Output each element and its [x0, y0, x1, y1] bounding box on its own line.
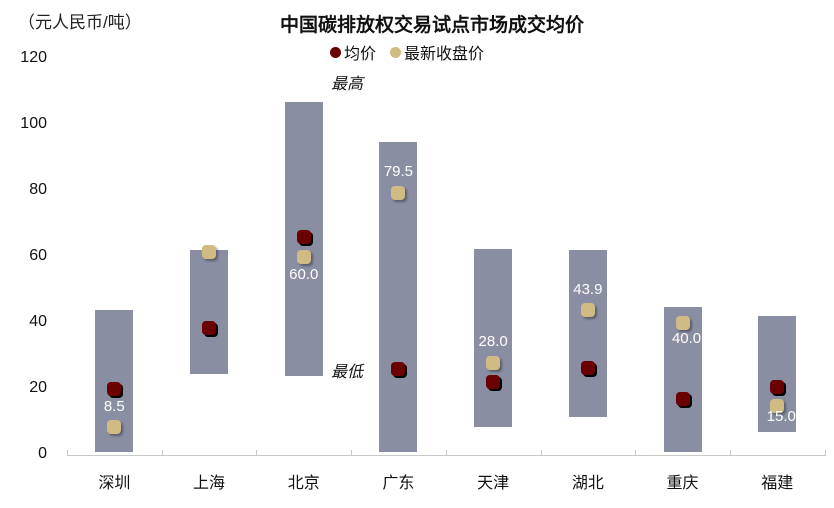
x-tick-mark	[635, 450, 637, 456]
x-tick-mark	[161, 450, 163, 456]
x-tick-mark	[445, 450, 447, 456]
x-tick-label: 福建	[761, 475, 794, 492]
legend: 均价 最新收盘价	[330, 40, 484, 64]
close-price-marker	[580, 303, 595, 318]
close-price-data-label: 43.9	[573, 281, 603, 298]
close-price-data-label: 8.5	[103, 398, 125, 415]
x-tick-label: 广东	[382, 475, 415, 492]
close-price-data-label: 79.5	[383, 163, 414, 180]
close-price-marker	[486, 355, 501, 370]
close-price-marker	[675, 316, 690, 330]
y-axis-unit: （元人民币/吨）	[18, 13, 142, 32]
x-tick-label: 深圳	[98, 475, 131, 492]
y-tick-label: 120	[20, 49, 47, 66]
close-price-marker	[770, 398, 785, 413]
avg-price-marker	[296, 230, 311, 245]
y-tick-label: 0	[38, 445, 47, 462]
range-bar	[663, 306, 702, 452]
legend-label-close: 最新收盘价	[404, 46, 485, 63]
avg-price-marker	[580, 360, 595, 375]
close-price-marker	[391, 185, 406, 200]
y-tick-label: 20	[29, 379, 47, 396]
x-tick-label: 北京	[287, 475, 320, 492]
x-tick-label: 天津	[477, 475, 510, 492]
range-bar	[758, 316, 797, 432]
annotation-low: 最低	[331, 364, 364, 381]
avg-marker-icon	[330, 46, 341, 58]
legend-item-avg: 均价	[330, 40, 376, 64]
close-price-marker	[107, 419, 122, 434]
y-tick-label: 100	[20, 115, 47, 132]
legend-label-avg: 均价	[344, 46, 377, 63]
legend-item-close: 最新收盘价	[390, 40, 484, 64]
annotation-high: 最高	[331, 76, 364, 93]
x-tick-label: 上海	[193, 475, 226, 492]
avg-price-marker	[107, 382, 122, 396]
close-price-data-label: 15.0	[766, 408, 796, 425]
close-price-data-label: 60.0	[289, 266, 319, 283]
avg-price-marker	[202, 320, 217, 335]
x-tick-mark	[824, 450, 826, 456]
close-price-marker	[296, 250, 311, 264]
y-tick-label: 40	[29, 313, 47, 330]
avg-price-marker	[770, 380, 785, 395]
x-tick-mark	[256, 450, 258, 456]
close-price-data-label: 40.0	[671, 330, 702, 347]
chart-title: 中国碳排放权交易试点市场成交均价	[279, 15, 584, 36]
x-tick-mark	[67, 450, 68, 456]
x-tick-label: 重庆	[666, 475, 699, 492]
range-bar	[474, 248, 513, 427]
close-marker-icon	[390, 46, 402, 58]
close-price-marker	[202, 245, 217, 260]
x-tick-label: 湖北	[571, 475, 604, 492]
range-bar	[568, 250, 607, 418]
close-price-data-label: 28.0	[478, 333, 508, 350]
y-tick-label: 80	[29, 181, 47, 198]
range-bar	[190, 250, 229, 375]
x-tick-mark	[729, 450, 731, 456]
avg-price-marker	[486, 375, 501, 390]
y-tick-label: 60	[29, 247, 47, 264]
x-tick-mark	[540, 450, 542, 456]
x-tick-mark	[351, 450, 353, 456]
avg-price-marker	[391, 362, 406, 377]
avg-price-marker	[675, 391, 690, 406]
